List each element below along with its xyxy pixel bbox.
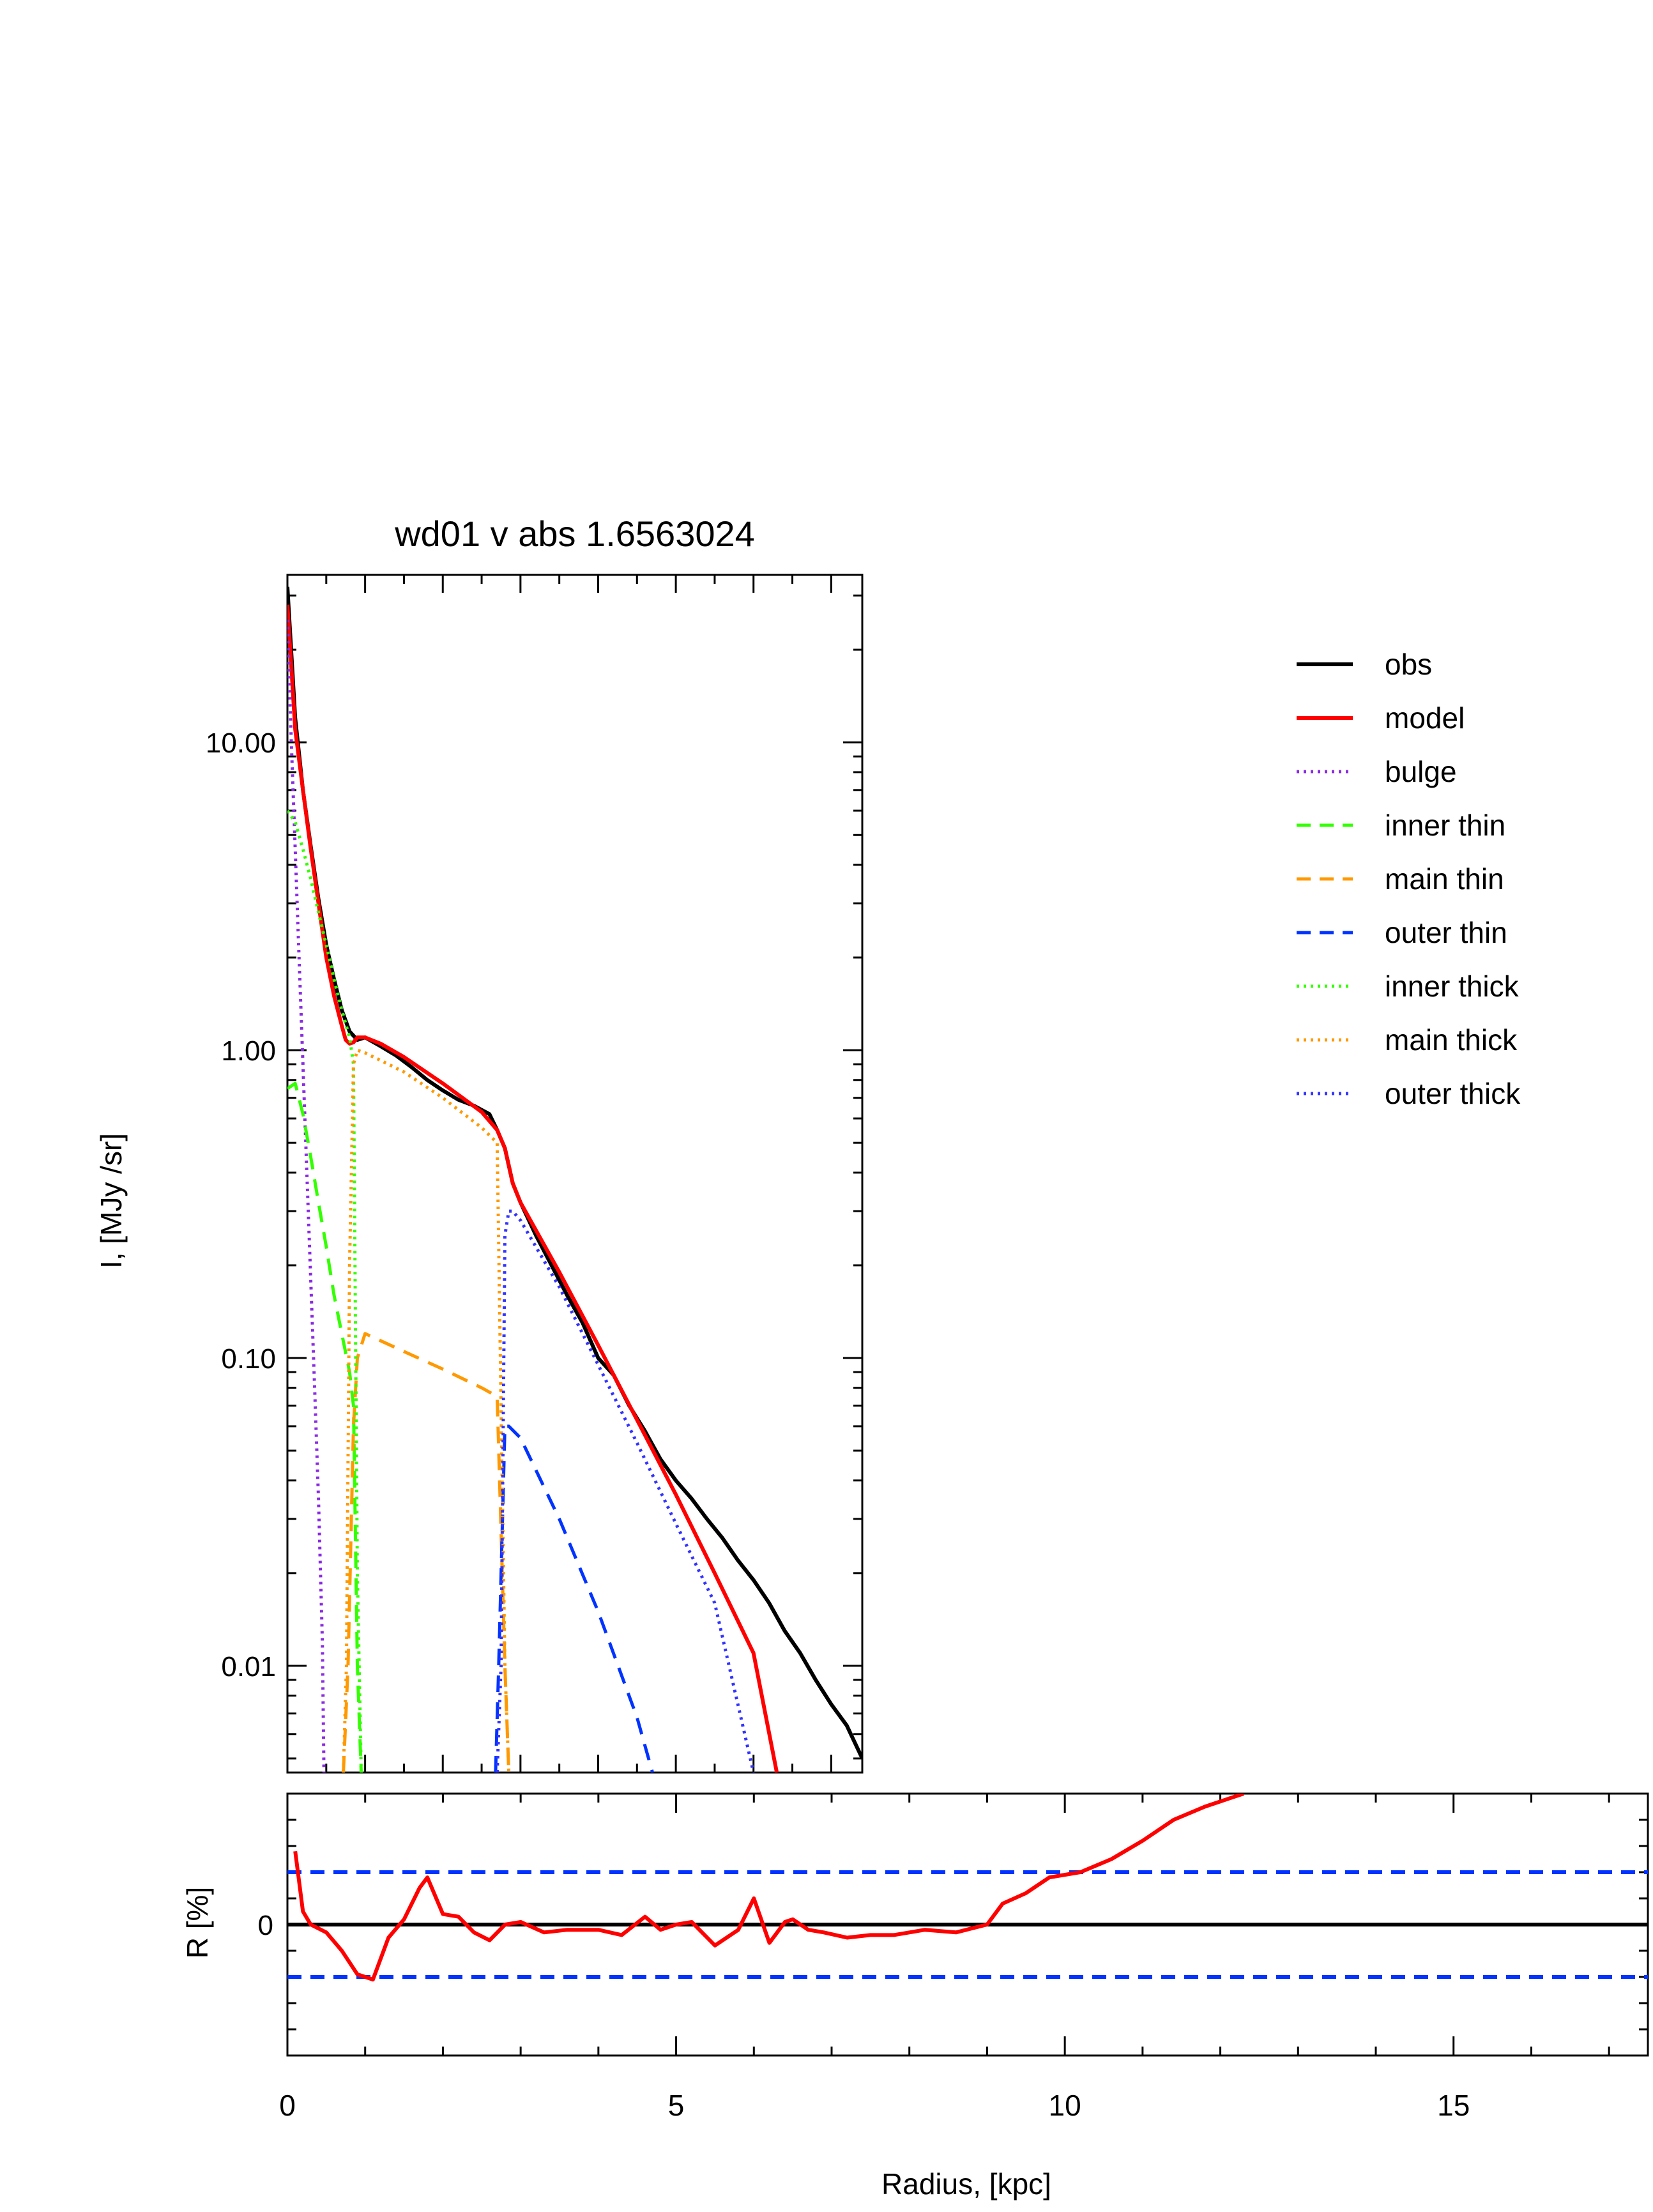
legend-label-inner-thin: inner thin	[1385, 809, 1505, 842]
residual-y-axis-label: R [%]	[181, 1887, 214, 1958]
main-plot-frame	[286, 574, 864, 1774]
legend-label-main-thick: main thick	[1385, 1023, 1518, 1056]
y-tick-label: 10.00	[206, 728, 276, 759]
legend-label-outer-thick: outer thick	[1385, 1077, 1521, 1110]
residual-y-tick-label: 0	[258, 1910, 273, 1941]
x-tick-label: 5	[668, 2089, 685, 2122]
legend-label-main-thin: main thin	[1385, 862, 1504, 896]
chart-title: wd01 v abs 1.6563024	[394, 514, 755, 554]
y-tick-label: 1.00	[221, 1035, 276, 1067]
y-axis-label: I, [MJy /sr]	[95, 1133, 128, 1269]
x-tick-label: 0	[279, 2089, 296, 2122]
series-outer-thin-line	[494, 1424, 655, 1773]
residual-curve	[293, 1794, 1245, 1982]
series-model-line	[287, 604, 779, 1773]
legend-label-bulge: bulge	[1385, 755, 1457, 788]
residual-plot-panel: 0 0 5 10 15	[258, 1792, 1649, 2122]
y-tick-label: 0.10	[221, 1343, 276, 1375]
main-series-group	[287, 586, 862, 1773]
series-inner-thick-line	[287, 809, 363, 1773]
legend-label-model: model	[1385, 701, 1465, 735]
x-tick-label: 10	[1049, 2089, 1081, 2122]
x-tick-label: 15	[1437, 2089, 1470, 2122]
x-axis-label: Radius, [kpc]	[881, 2167, 1051, 2201]
series-inner-thin-line	[287, 1081, 363, 1773]
series-outer-thick-line	[495, 1209, 756, 1773]
main-plot-panel: 10.00 1.00 0.10 0.01	[206, 574, 864, 1774]
legend: obs model bulge inner thin main thin outer th…	[1297, 648, 1521, 1110]
residual-series-group	[287, 1794, 1648, 1982]
series-main-thin-line	[342, 1332, 511, 1773]
series-bulge-line	[287, 620, 326, 1773]
series-main-thick-line	[342, 1048, 511, 1773]
legend-label-outer-thin: outer thin	[1385, 916, 1507, 949]
legend-label-obs: obs	[1385, 648, 1432, 681]
series-obs-line	[287, 586, 862, 1760]
legend-label-inner-thick: inner thick	[1385, 970, 1520, 1003]
y-tick-label: 0.01	[221, 1651, 276, 1682]
